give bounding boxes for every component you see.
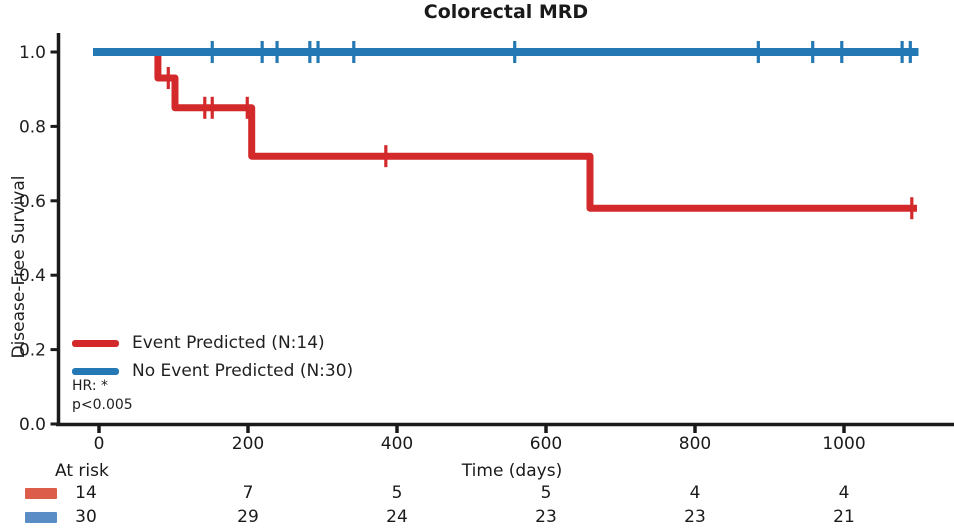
- at-risk-count: 24: [386, 507, 408, 527]
- x-tick-label: 800: [678, 434, 712, 454]
- legend: Event Predicted (N:14) No Event Predicted…: [72, 329, 353, 385]
- legend-swatch: [72, 339, 119, 347]
- x-tick-label: 600: [529, 434, 563, 454]
- legend-item: Event Predicted (N:14): [72, 329, 353, 357]
- chart-title: Colorectal MRD: [423, 1, 589, 23]
- km-curve-event-predicted: [93, 48, 917, 212]
- at-risk-count: 23: [684, 507, 706, 527]
- at-risk-count: 4: [689, 483, 701, 503]
- at-risk-row-swatch: [25, 512, 57, 523]
- y-tick-label: 0.8: [19, 117, 46, 137]
- at-risk-count: 4: [838, 483, 850, 503]
- legend-swatch: [72, 367, 119, 375]
- legend-item: No Event Predicted (N:30): [72, 357, 353, 385]
- at-risk-count: 5: [391, 483, 403, 503]
- y-tick-label: 0.4: [19, 266, 46, 286]
- x-tick-label: 200: [231, 434, 265, 454]
- p-value-note: p<0.005: [72, 397, 133, 413]
- x-tick-label: 1000: [822, 434, 866, 454]
- x-tick-label: 400: [380, 434, 414, 454]
- at-risk-count: 14: [75, 483, 97, 503]
- at-risk-count: 5: [540, 483, 552, 503]
- y-tick-label: 0.2: [19, 341, 46, 361]
- at-risk-count: 23: [535, 507, 557, 527]
- x-axis-label: Time (days): [461, 461, 563, 481]
- x-tick-label: 0: [93, 434, 105, 454]
- at-risk-row-swatch: [25, 488, 57, 499]
- at-risk-count: 30: [75, 507, 97, 527]
- y-tick-label: 0.0: [19, 415, 46, 435]
- hazard-ratio-note: HR: *: [72, 378, 108, 394]
- y-tick-label: 0.6: [19, 192, 46, 212]
- at-risk-count: 21: [833, 507, 855, 527]
- y-tick-label: 1.0: [19, 43, 46, 63]
- at-risk-count: 7: [242, 483, 254, 503]
- legend-item-label: No Event Predicted (N:30): [132, 361, 354, 381]
- legend-item-label: Event Predicted (N:14): [132, 333, 325, 353]
- at-risk-label: At risk: [55, 461, 109, 481]
- at-risk-count: 29: [237, 507, 259, 527]
